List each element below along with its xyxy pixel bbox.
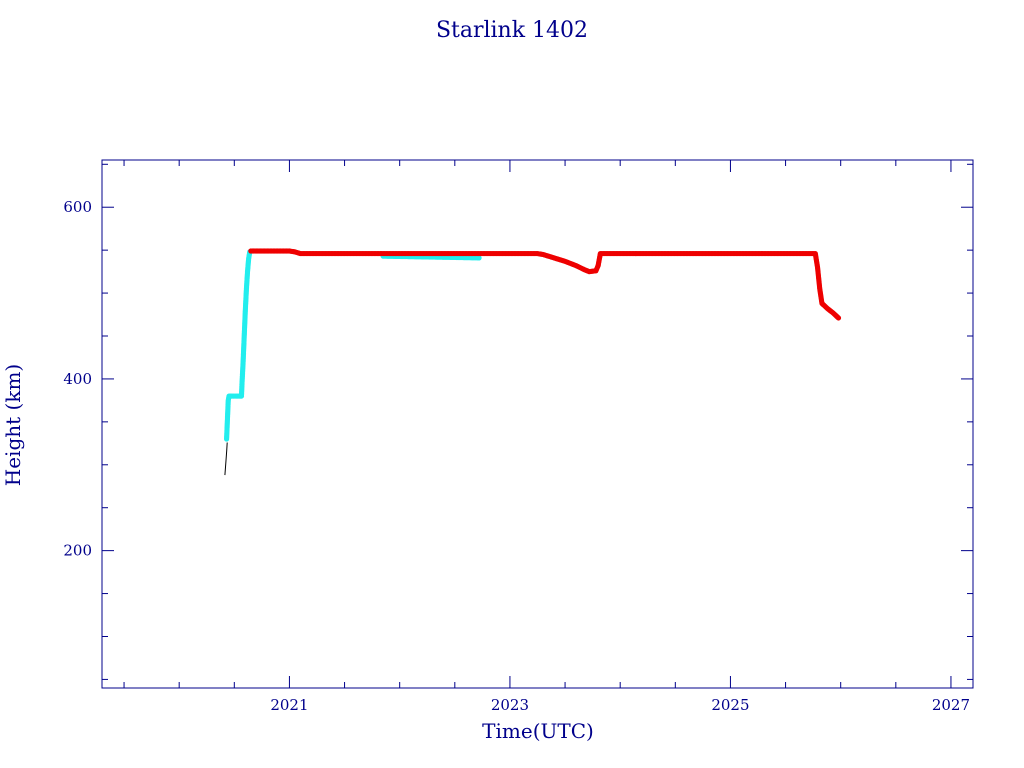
y-tick-label: 600 [63,198,92,216]
data-point [476,255,482,261]
y-tick-label: 200 [63,542,92,560]
plot-border [101,159,974,689]
x-tick-label: 2025 [711,696,749,714]
data-point [835,315,842,321]
x-tick-label: 2021 [270,696,308,714]
series-line [224,442,228,476]
series-2 [248,248,842,321]
data-series [223,248,842,476]
series-1 [223,249,482,442]
x-tick-label: 2023 [491,696,529,714]
tick-labels: 2021 2023 2025 2027 200 400 600 [63,198,970,714]
plot-frame [101,159,974,689]
chart-title: Starlink 1402 [436,18,588,43]
x-tick-label: 2027 [932,696,970,714]
y-axis-label: Height (km) [1,364,25,486]
x-axis-label: Time(UTC) [482,719,594,743]
series-0 [224,442,228,476]
axis-ticks [102,160,973,688]
y-tick-label: 400 [63,370,92,388]
